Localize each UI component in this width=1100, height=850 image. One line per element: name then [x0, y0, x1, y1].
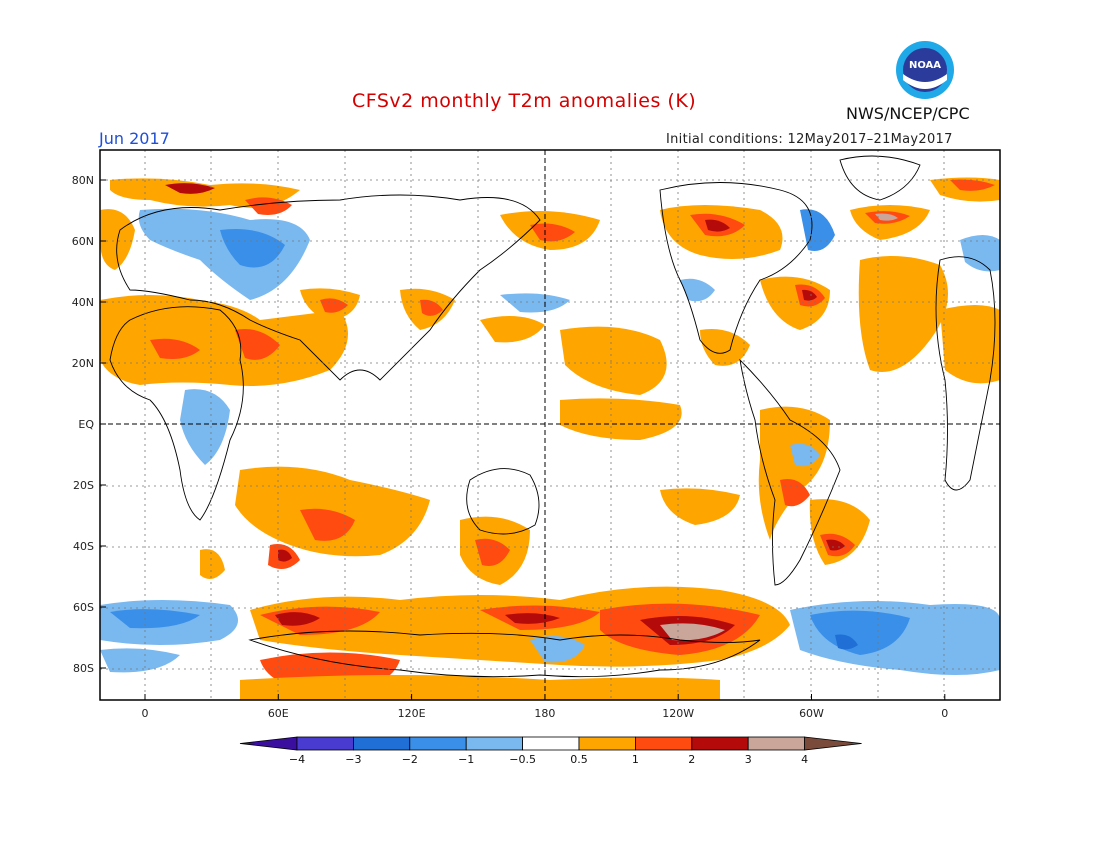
colorbar-swatch: [409, 736, 467, 751]
gridlines: [100, 150, 1000, 700]
anomaly-region: [800, 209, 835, 251]
lat-tick-label: 20S: [73, 479, 94, 492]
anomaly-region: [660, 623, 725, 641]
lon-tick-label: 120W: [662, 707, 694, 720]
anomaly-region: [858, 256, 948, 372]
colorbar-swatch: [465, 736, 524, 751]
initial-conditions: Initial conditions: 12May2017–21May2017: [666, 132, 953, 147]
lon-tick-label: 0: [941, 707, 948, 720]
colorbar-label: −1: [458, 753, 474, 766]
equator-and-dateline: [100, 150, 1000, 700]
anomaly-region: [835, 634, 858, 650]
anomaly-region: [240, 675, 720, 700]
colorbar-swatch: [522, 736, 580, 751]
longitude-axis: 0 60E 120E 180 120W 60W 0: [142, 694, 948, 720]
colorbar-min-arrow: [239, 736, 298, 751]
lat-tick-label: 40S: [73, 540, 94, 553]
anomaly-region: [560, 326, 667, 395]
colorbar-label: −2: [402, 753, 418, 766]
anomaly-region: [245, 197, 292, 215]
colorbar-label: −0.5: [509, 753, 536, 766]
anomaly-region: [790, 443, 820, 467]
anomaly-region: [500, 293, 570, 313]
anomaly-region: [150, 338, 200, 359]
lat-tick-label: 60N: [72, 235, 94, 248]
anomaly-region: [809, 499, 870, 565]
agency-label: NWS/NCEP/CPC: [846, 104, 970, 123]
anomaly-region: [810, 610, 910, 655]
anomaly-region: [475, 538, 510, 566]
noaa-logo: NOAA: [896, 41, 954, 99]
colorbar-swatch: [578, 736, 636, 751]
lat-tick-label: 80S: [73, 662, 94, 675]
anomaly-region: [420, 299, 443, 316]
anomaly-region: [950, 179, 995, 191]
anomaly-region: [300, 508, 355, 541]
coastlines: [109, 155, 996, 678]
colorbar-max-arrow: [804, 736, 862, 751]
map-frame: [99, 149, 1001, 701]
lon-tick-label: 120E: [398, 707, 426, 720]
anomaly-region: [100, 648, 180, 673]
anomaly-region: [680, 278, 715, 302]
anomaly-region: [700, 329, 750, 366]
colorbar-label: 2: [688, 753, 695, 766]
anomaly-region: [138, 208, 310, 300]
lat-tick-label: EQ: [78, 418, 94, 431]
anomaly-region: [200, 549, 225, 579]
colorbar-swatch: [635, 736, 693, 751]
colorbar-swatch: [691, 736, 749, 751]
lon-tick-label: 60W: [799, 707, 824, 720]
anomaly-region: [875, 213, 898, 221]
latitude-axis: 80N 60N 40N 20N EQ 20S 40S 60S 80S: [72, 174, 106, 675]
lon-tick-label: 0: [142, 707, 149, 720]
forecast-month: Jun 2017: [99, 129, 170, 148]
colorbar-label: 3: [745, 753, 752, 766]
anomaly-region: [505, 613, 560, 624]
anomaly-region: [660, 488, 740, 525]
anomaly-region: [826, 539, 845, 551]
anomaly-region: [180, 389, 230, 465]
chart-title: CFSv2 monthly T2m anomalies (K): [352, 90, 697, 112]
lon-tick-label: 180: [534, 707, 555, 720]
anomaly-region: [275, 612, 320, 626]
anomaly-region: [758, 406, 830, 540]
anomaly-region: [530, 223, 575, 242]
colorbar-label: 0.5: [570, 753, 588, 766]
anomaly-region: [220, 229, 285, 268]
anomaly-field: [100, 150, 1000, 700]
colorbar-label: −3: [345, 753, 361, 766]
colorbar-swatch: [296, 736, 354, 751]
colorbar-swatch: [352, 736, 411, 751]
anomaly-region: [110, 609, 200, 629]
anomaly-region: [165, 183, 215, 194]
anomaly-region: [235, 329, 280, 360]
colorbar-label: −4: [289, 753, 305, 766]
anomaly-region: [530, 636, 585, 663]
anomaly-region: [802, 289, 817, 301]
lat-tick-label: 40N: [72, 296, 94, 309]
lat-tick-label: 60S: [73, 601, 94, 614]
anomaly-region: [560, 398, 682, 440]
colorbar-swatch: [747, 736, 806, 751]
lon-tick-label: 60E: [268, 707, 289, 720]
anomaly-region: [480, 316, 545, 343]
anomaly-region: [278, 549, 292, 562]
lat-tick-label: 20N: [72, 357, 94, 370]
anomaly-region: [960, 235, 1000, 272]
anomaly-region: [705, 219, 730, 232]
colorbar-label: 4: [801, 753, 808, 766]
lat-tick-label: 80N: [72, 174, 94, 187]
logo-text: NOAA: [909, 60, 941, 71]
colorbar-label: 1: [632, 753, 639, 766]
colorbar: −4 −3 −2 −1 −0.5 0.5 1 2 3 4: [239, 736, 862, 766]
anomaly-region: [940, 305, 1000, 384]
